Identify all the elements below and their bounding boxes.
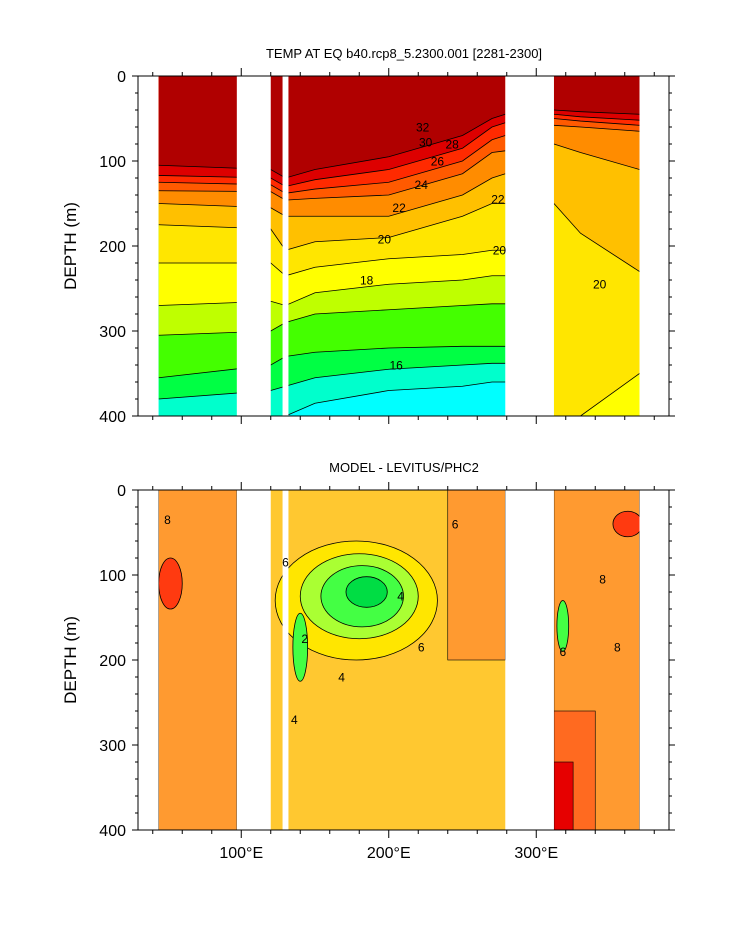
contour-label: 16 <box>389 358 403 372</box>
y-tick-label: 300 <box>99 738 126 755</box>
contour-label: 4 <box>338 670 345 684</box>
panel-top-ylabel: DEPTH (m) <box>61 202 80 290</box>
contour-label: 18 <box>360 273 374 287</box>
contour-line-30 <box>158 113 640 187</box>
y-tick-label: 0 <box>117 483 126 500</box>
contour-label: 4 <box>291 713 298 727</box>
contour-line-28 <box>158 118 640 194</box>
contour-line-17 <box>158 362 640 416</box>
anomaly-region-7 <box>158 490 238 830</box>
contour-line-22 <box>158 203 640 272</box>
y-tick-label: 400 <box>99 823 126 840</box>
land-mask <box>236 490 271 830</box>
contour-label: 6 <box>282 556 289 570</box>
contour-line-32 <box>158 109 640 179</box>
contour-label: 6 <box>452 517 459 531</box>
anomaly-blob-10 <box>612 510 640 538</box>
contour-label: 20 <box>593 278 607 292</box>
contour-label: 8 <box>164 513 171 527</box>
y-tick-label: 100 <box>99 568 126 585</box>
contour-line-20 <box>158 275 640 416</box>
contour-band-32 <box>158 76 640 178</box>
panel-bottom: MODEL - LEVITUS/PHC2 DEPTH (m) 8 6 6 4 2 4 6 4 8… <box>61 460 675 862</box>
contour-label: 20 <box>378 232 392 246</box>
contour-line-24 <box>158 143 640 217</box>
anomaly-blob-2 <box>292 612 309 682</box>
contour-label: 30 <box>419 136 433 150</box>
panel-bottom-ylabel: DEPTH (m) <box>61 616 80 704</box>
x-tick-label: 100°E <box>219 845 263 862</box>
contour-label: 28 <box>445 137 459 151</box>
y-tick-label: 0 <box>117 69 126 86</box>
land-mask <box>282 76 289 416</box>
anomaly-blob-1 <box>345 576 388 608</box>
panel-top: TEMP AT EQ b40.rcp8_5.2300.001 [2281-230… <box>61 46 675 426</box>
anomaly-blob-2 <box>556 600 570 652</box>
contour-line-16 <box>158 381 640 416</box>
contour-line-21 <box>158 249 640 416</box>
contour-line-19 <box>158 303 640 416</box>
y-tick-label: 300 <box>99 324 126 341</box>
contour-line-18 <box>158 345 640 416</box>
contour-label: 24 <box>415 178 429 192</box>
contour-line-26 <box>158 124 640 201</box>
y-tick-label: 400 <box>99 409 126 426</box>
y-tick-label: 100 <box>99 154 126 171</box>
panel-top-title: TEMP AT EQ b40.rcp8_5.2300.001 [2281-230… <box>266 46 542 61</box>
anomaly-blob-10 <box>158 557 183 610</box>
panel-bottom-title: MODEL - LEVITUS/PHC2 <box>329 460 479 475</box>
contour-label: 22 <box>491 193 505 207</box>
contour-label: 6 <box>418 641 425 655</box>
y-tick-label: 200 <box>99 653 126 670</box>
land-mask <box>236 76 271 416</box>
contour-label: 26 <box>431 154 445 168</box>
x-tick-label: 200°E <box>367 845 411 862</box>
anomaly-region-7 <box>447 490 506 661</box>
contour-label: 4 <box>397 590 404 604</box>
contour-label: 8 <box>614 641 621 655</box>
contour-label: 6 <box>559 645 566 659</box>
contour-label: 32 <box>416 120 430 134</box>
contour-label: 22 <box>392 201 406 215</box>
contour-label: 8 <box>599 573 606 587</box>
land-mask <box>505 76 554 416</box>
contour-field <box>158 76 640 416</box>
contour-label: 2 <box>301 632 308 646</box>
contour-label: 20 <box>493 244 507 258</box>
x-tick-label: 300°E <box>514 845 558 862</box>
land-mask <box>282 490 289 830</box>
y-tick-label: 200 <box>99 239 126 256</box>
anomaly-region-11 <box>553 761 574 830</box>
contour-field <box>158 490 640 830</box>
land-mask <box>505 490 554 830</box>
